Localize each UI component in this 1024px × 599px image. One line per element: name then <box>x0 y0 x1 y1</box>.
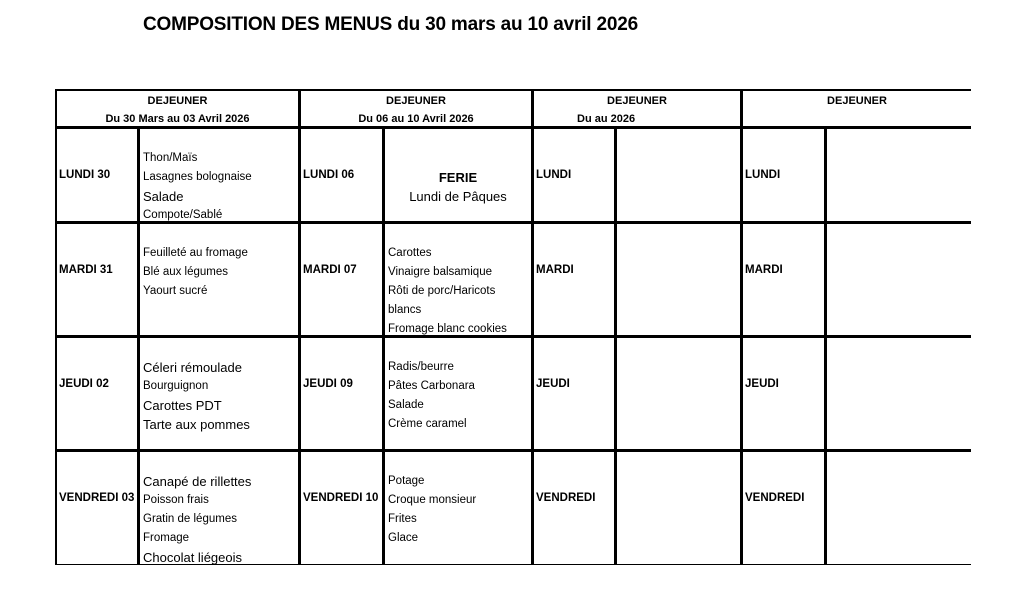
day-cell: MARDI <box>743 224 824 335</box>
menu-item: Rôti de porc/Haricots <box>388 285 496 297</box>
menu-item: Frites <box>388 513 417 525</box>
header-label: DEJEUNER <box>386 95 446 107</box>
menu-item: Fromage blanc cookies <box>388 323 507 335</box>
day-label: LUNDI <box>745 169 781 181</box>
menu-cell-empty <box>827 224 971 335</box>
header-label: DEJEUNER <box>147 95 208 107</box>
day-cell: LUNDI 30 <box>57 129 137 221</box>
day-label: MARDI <box>745 264 783 276</box>
holiday-label: FERIE <box>438 170 478 185</box>
menu-item: Compote/Sablé <box>143 209 223 221</box>
day-label: JEUDI <box>536 378 570 390</box>
menu-cell-empty <box>617 338 740 449</box>
header-period: Du 30 Mars au 03 Avril 2026 <box>105 113 250 125</box>
day-cell: JEUDI <box>534 338 614 449</box>
menu-cell-empty <box>617 224 740 335</box>
menu-item: Fromage <box>143 532 190 544</box>
menu-cell-empty <box>827 129 971 221</box>
header-week-2: DEJEUNER Du 06 au 10 Avril 2026 <box>301 91 531 126</box>
menu-cell: Potage Croque monsieur Frites Glace <box>385 452 531 564</box>
menu-item: Tarte aux pommes <box>143 417 250 432</box>
menu-cell-empty <box>617 452 740 564</box>
day-label: MARDI 07 <box>303 264 357 276</box>
day-label: LUNDI 30 <box>59 169 111 181</box>
menu-cell: Carottes Vinaigre balsamique Rôti de porc/… <box>385 224 531 335</box>
menu-item: Bourguignon <box>143 380 209 392</box>
menu-item: Vinaigre balsamique <box>388 266 492 278</box>
menu-item: Thon/Maïs <box>143 152 198 164</box>
day-label: VENDREDI <box>536 492 596 504</box>
day-cell: LUNDI 06 <box>301 129 382 221</box>
day-cell: VENDREDI <box>743 452 824 564</box>
day-cell: VENDREDI 03 <box>57 452 137 564</box>
header-label: DEJEUNER <box>607 95 667 107</box>
header-period: Du 06 au 10 Avril 2026 <box>358 113 474 125</box>
page-title: COMPOSITION DES MENUS du 30 mars au 10 a… <box>143 14 638 35</box>
menu-item: Feuilleté au fromage <box>143 247 248 259</box>
day-cell: VENDREDI 10 <box>301 452 382 564</box>
menu-cell-empty <box>617 129 740 221</box>
day-cell: JEUDI 02 <box>57 338 137 449</box>
menu-cell: Canapé de rillettes Poisson frais Gratin d… <box>140 452 298 564</box>
menu-item: Céleri rémoulade <box>143 360 242 375</box>
day-label: LUNDI <box>536 169 572 181</box>
menu-item: Pâtes Carbonara <box>388 380 475 392</box>
menu-item: Yaourt sucré <box>143 285 208 297</box>
header-week-1: DEJEUNER Du 30 Mars au 03 Avril 2026 <box>57 91 298 126</box>
day-cell: JEUDI 09 <box>301 338 382 449</box>
header-period: Du au 2026 <box>577 113 636 125</box>
menu-table: DEJEUNER Du 30 Mars au 03 Avril 2026 DEJE… <box>55 89 971 565</box>
menu-cell: Thon/Maïs Lasagnes bolognaise Salade Compot… <box>140 129 298 221</box>
menu-item: Potage <box>388 475 425 487</box>
day-cell: LUNDI <box>534 129 614 221</box>
menu-item: Chocolat liégeois <box>143 550 243 564</box>
day-cell: JEUDI <box>743 338 824 449</box>
day-cell: MARDI 07 <box>301 224 382 335</box>
menu-item: Poisson frais <box>143 494 209 506</box>
header-week-3: DEJEUNER Du au 2026 <box>534 91 740 126</box>
menu-item: Croque monsieur <box>388 494 477 506</box>
menu-item: Carottes PDT <box>143 398 222 413</box>
menu-item: Carottes <box>388 247 432 259</box>
day-label: JEUDI 02 <box>59 378 109 390</box>
header-week-4: DEJEUNER <box>743 91 971 126</box>
day-label: MARDI 31 <box>59 264 113 276</box>
menu-item: Canapé de rillettes <box>143 474 252 489</box>
menu-cell: Feuilleté au fromage Blé aux légumes Yaour… <box>140 224 298 335</box>
header-label: DEJEUNER <box>827 95 887 107</box>
day-cell: MARDI 31 <box>57 224 137 335</box>
menu-item: Glace <box>388 532 419 544</box>
day-label: VENDREDI 10 <box>303 492 379 504</box>
day-label: VENDREDI 03 <box>59 492 135 504</box>
day-label: LUNDI 06 <box>303 169 355 181</box>
menu-item: Crème caramel <box>388 418 467 430</box>
day-label: VENDREDI <box>745 492 805 504</box>
menu-cell: Céleri rémoulade Bourguignon Carottes PDT T… <box>140 338 298 449</box>
menu-item: Radis/beurre <box>388 361 454 373</box>
menu-item: Salade <box>388 399 424 411</box>
day-label: JEUDI <box>745 378 779 390</box>
menu-cell-empty <box>827 452 971 564</box>
menu-cell: Radis/beurre Pâtes Carbonara Salade Crème c… <box>385 338 531 449</box>
holiday-name: Lundi de Pâques <box>409 189 507 204</box>
menu-item: Blé aux légumes <box>143 266 229 278</box>
day-label: MARDI <box>536 264 574 276</box>
day-cell: MARDI <box>534 224 614 335</box>
day-cell: LUNDI <box>743 129 824 221</box>
holiday-cell: FERIE Lundi de Pâques <box>385 129 531 221</box>
menu-item: blancs <box>388 304 422 316</box>
menu-cell-empty <box>827 338 971 449</box>
menu-item: Gratin de légumes <box>143 513 237 525</box>
day-label: JEUDI 09 <box>303 378 353 390</box>
menu-item: Lasagnes bolognaise <box>143 171 252 183</box>
menu-item: Salade <box>143 189 184 204</box>
day-cell: VENDREDI <box>534 452 614 564</box>
